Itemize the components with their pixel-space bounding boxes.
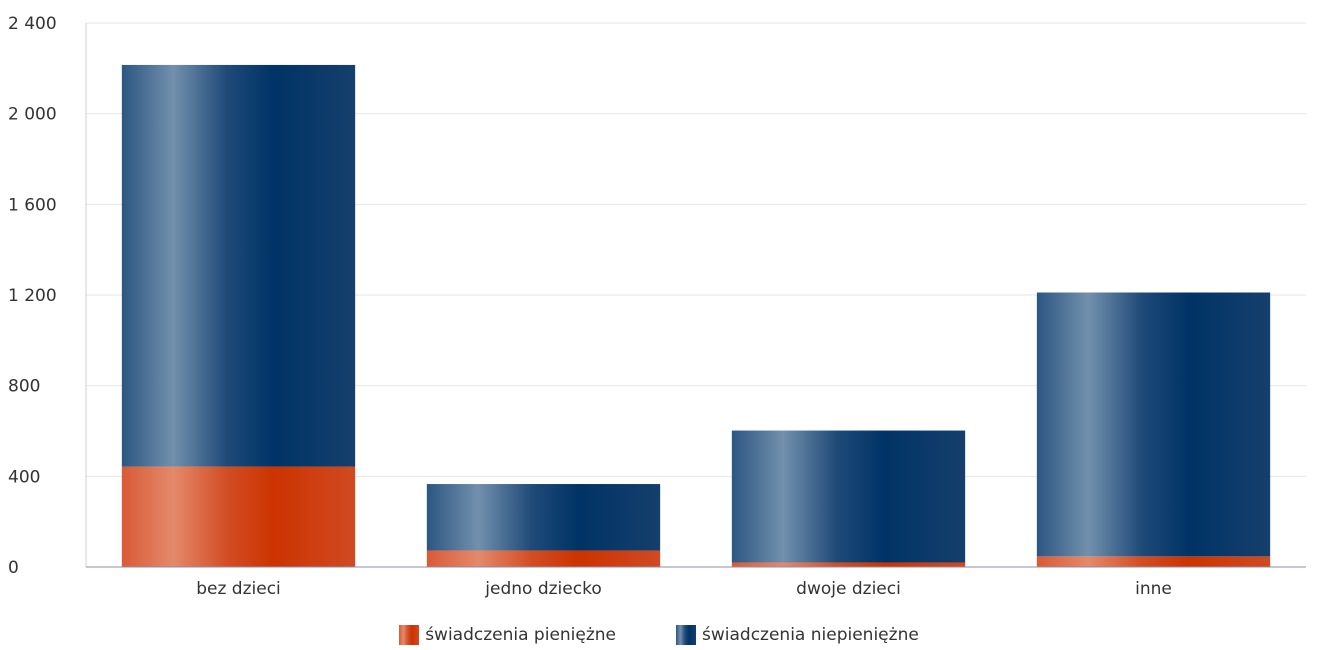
bar-segment-cash[interactable] — [426, 550, 661, 567]
legend: świadczenia pieniężne świadczenia niepie… — [0, 620, 1318, 650]
legend-label-cash: świadczenia pieniężne — [425, 625, 617, 645]
bar-segment-cash[interactable] — [1036, 556, 1271, 567]
y-tick-label: 2 400 — [8, 14, 57, 34]
bar-segment-noncash[interactable] — [426, 484, 661, 551]
x-category-label: inne — [1135, 579, 1172, 599]
bar-segment-noncash[interactable] — [121, 64, 356, 467]
y-tick-label: 0 — [8, 558, 19, 578]
y-tick-label: 1 200 — [8, 286, 57, 306]
legend-label-noncash: świadczenia niepieniężne — [702, 625, 919, 645]
bar-segment-cash[interactable] — [731, 562, 966, 567]
bar-segment-noncash[interactable] — [1036, 292, 1271, 557]
y-tick-label: 800 — [8, 377, 40, 397]
bar-segment-noncash[interactable] — [731, 430, 966, 563]
stacked-bar-chart: 0 400 800 1 200 1 600 2 000 2 400 bez dzieci jed… — [8, 14, 1306, 599]
y-tick-label: 2 000 — [8, 105, 57, 125]
y-tick-label: 400 — [8, 467, 40, 487]
y-tick-label: 1 600 — [8, 195, 57, 215]
bar-segment-cash[interactable] — [121, 466, 356, 567]
x-category-label: bez dzieci — [196, 579, 281, 599]
x-category-label: dwoje dzieci — [796, 579, 901, 599]
legend-item-cash[interactable]: świadczenia pieniężne — [399, 625, 616, 645]
legend-item-noncash[interactable]: świadczenia niepieniężne — [676, 625, 919, 645]
legend-swatch-cash — [399, 625, 420, 645]
legend-swatch-noncash — [676, 625, 697, 645]
x-category-label: jedno dziecko — [484, 579, 601, 599]
